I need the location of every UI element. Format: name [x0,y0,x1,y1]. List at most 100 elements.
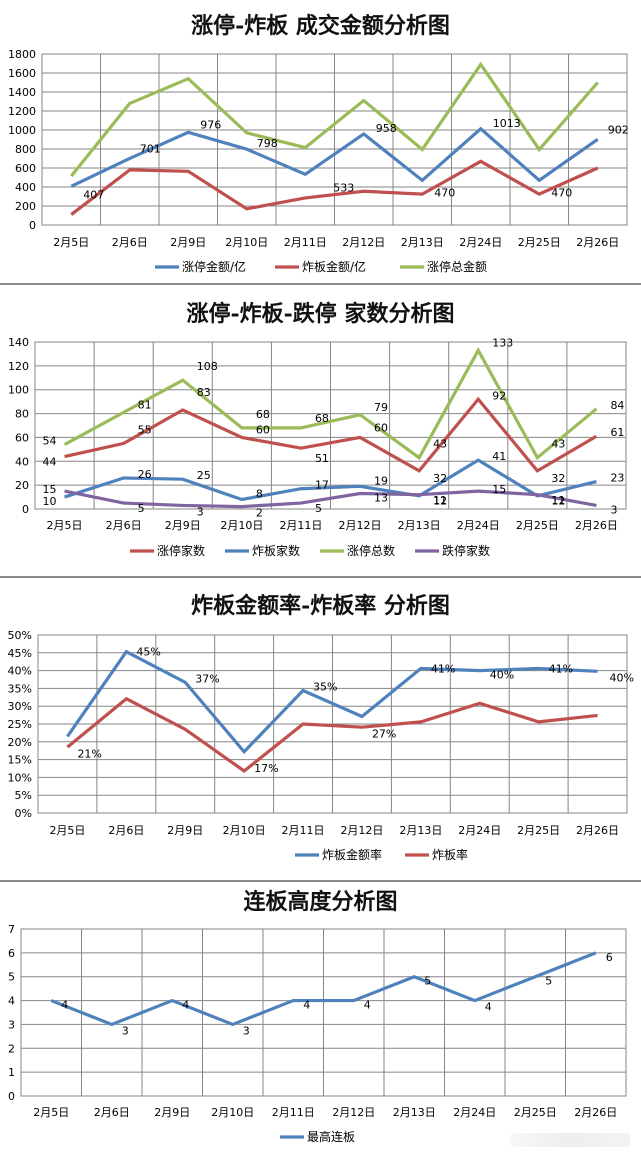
data-label: 4 [303,999,310,1012]
watermark [510,1133,630,1147]
y-tick-label: 1000 [8,124,36,137]
y-tick-label: 3 [8,1018,15,1031]
x-tick-label: 2月11日 [282,824,325,837]
data-label: 17% [254,762,278,775]
data-label: 958 [376,122,397,135]
data-label: 3 [197,505,204,518]
data-label: 4 [485,1001,492,1014]
series-line [64,396,598,473]
y-tick-label: 5% [15,789,32,802]
series-line [63,347,598,461]
data-label: 798 [257,137,278,150]
series-line [66,649,598,755]
x-tick-label: 2月13日 [393,1106,436,1119]
x-tick-label: 2月13日 [401,236,444,249]
legend-label: 涨停金额/亿 [182,259,246,274]
data-label: 3 [122,1024,129,1037]
data-label: 133 [492,336,513,349]
legend-label: 炸板家数 [252,543,300,558]
x-tick-label: 2月5日 [53,236,89,249]
data-label: 407 [83,188,104,201]
grid [34,341,627,510]
y-tick-label: 80 [15,408,29,421]
x-tick-label: 2月13日 [398,519,441,532]
legend-label: 跌停家数 [442,543,490,558]
data-label: 1013 [493,117,521,130]
data-label: 6 [606,951,613,964]
x-tick-label: 2月5日 [49,824,85,837]
y-tick-label: 4 [8,995,15,1008]
y-tick-label: 30% [8,700,32,713]
y-tick-label: 20% [8,736,32,749]
data-label: 43 [551,438,565,451]
y-tick-label: 15% [8,754,32,767]
series-line [50,951,597,1027]
legend-label: 炸板金额/亿 [302,259,366,274]
x-tick-label: 2月25日 [514,1106,557,1119]
legend-label: 涨停家数 [157,543,205,558]
y-tick-label: 25% [8,718,32,731]
data-label: 470 [551,186,572,199]
y-tick-label: 6 [8,947,15,960]
data-label: 32 [433,472,447,485]
data-label: 81 [138,398,152,411]
y-tick-label: 35% [8,682,32,695]
data-label: 2 [256,507,263,520]
data-label: 4 [364,999,371,1012]
data-label: 43 [433,438,447,451]
y-tick-label: 0% [15,807,32,820]
section-divider [0,283,641,285]
data-label: 40% [610,671,634,684]
x-tick-label: 2月10日 [223,824,266,837]
data-label: 5 [315,502,322,515]
x-tick-label: 2月12日 [332,1106,375,1119]
data-label: 8 [256,487,263,500]
x-tick-label: 2月6日 [108,824,144,837]
y-tick-label: 50% [8,629,32,642]
series-line [64,458,597,502]
data-label: 976 [200,118,221,131]
y-tick-label: 0 [22,503,29,516]
x-tick-label: 2月24日 [458,824,501,837]
series-line [70,159,599,216]
data-label: 61 [610,426,624,439]
data-label: 15 [492,483,506,496]
series-line [70,61,599,178]
data-label: 5 [138,502,145,515]
data-label: 60 [374,421,388,434]
data-label: 13 [374,491,388,504]
chart-title: 涨停-炸板 成交金额分析图 [191,13,450,39]
y-tick-label: 140 [8,336,29,349]
y-tick-label: 100 [8,384,29,397]
data-label: 12 [551,495,565,508]
data-label: 37% [195,672,219,685]
y-tick-label: 1 [8,1066,15,1079]
section-divider [0,880,641,882]
data-label: 23 [610,472,624,485]
x-tick-label: 2月24日 [459,236,502,249]
y-tick-label: 1400 [8,86,36,99]
grid [20,928,627,1097]
x-tick-label: 2月9日 [165,519,201,532]
legend-label: 最高连板 [307,1129,355,1144]
x-tick-label: 2月12日 [340,824,383,837]
data-label: 68 [315,412,329,425]
data-label: 5 [424,975,431,988]
y-tick-label: 400 [15,181,36,194]
y-tick-label: 5 [8,971,15,984]
data-label: 41% [549,662,573,675]
x-tick-label: 2月13日 [399,824,442,837]
x-tick-label: 2月10日 [220,519,263,532]
x-tick-label: 2月11日 [272,1106,315,1119]
data-label: 11 [551,494,565,507]
x-tick-label: 2月12日 [339,519,382,532]
y-tick-label: 0 [8,1090,15,1103]
data-label: 79 [374,401,388,414]
chart-title: 炸板金额率-炸板率 分析图 [191,593,450,619]
data-label: 3 [243,1024,250,1037]
y-tick-label: 1600 [8,67,36,80]
